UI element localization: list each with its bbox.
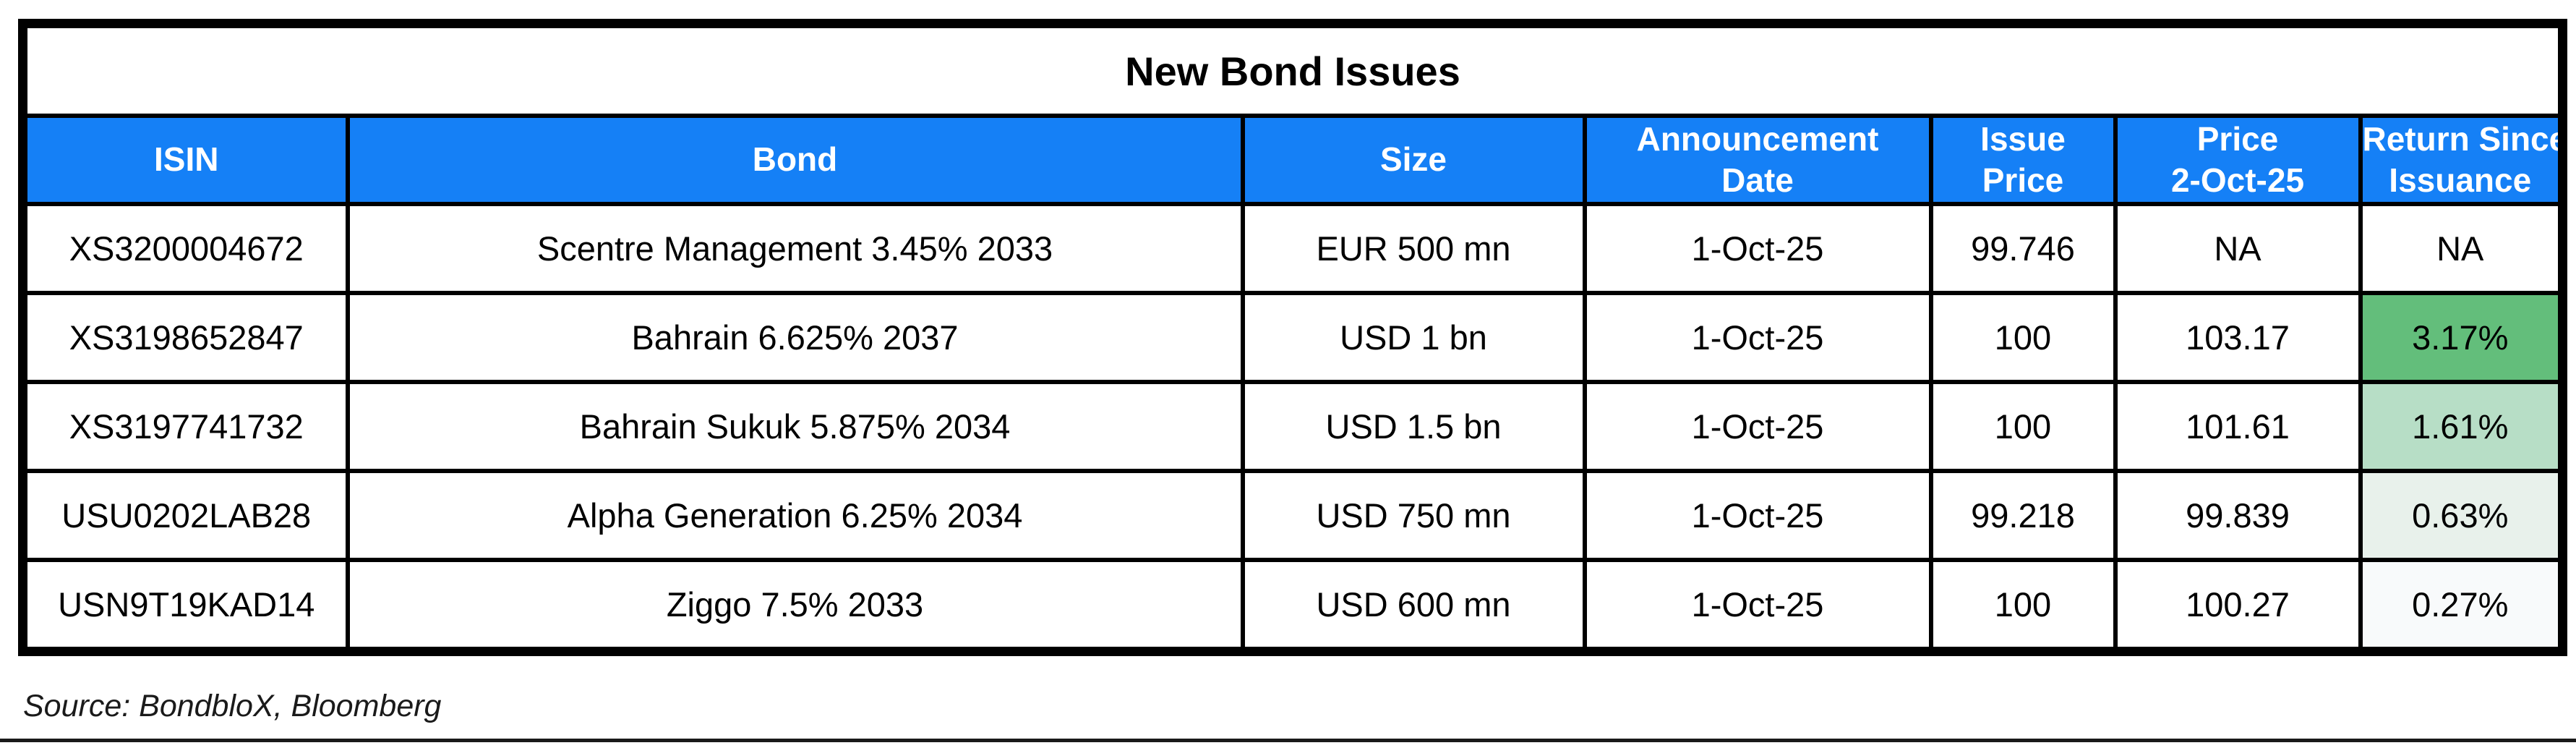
- column-header-price-2-oct-25: Price 2-Oct-25: [2113, 114, 2363, 206]
- column-header-issue-price: Issue Price: [1928, 114, 2118, 206]
- column-header-return-since-issuance: Return Since Issuance: [2358, 114, 2565, 206]
- cell-return-since-issuance: 1.61%: [2358, 380, 2565, 473]
- cell-isin: USN9T19KAD14: [20, 558, 350, 654]
- cell-price-2-oct-25: 99.839: [2113, 469, 2363, 562]
- column-header-announcement-date: Announcement Date: [1582, 114, 1933, 206]
- table-row: USU0202LAB28 Alpha Generation 6.25% 2034…: [20, 469, 2565, 562]
- cell-bond: Scentre Management 3.45% 2033: [345, 202, 1245, 295]
- cell-size: USD 750 mn: [1240, 469, 1587, 562]
- cell-bond: Alpha Generation 6.25% 2034: [345, 469, 1245, 562]
- cell-announcement-date: 1-Oct-25: [1582, 291, 1933, 384]
- cell-bond: Bahrain 6.625% 2037: [345, 291, 1245, 384]
- cell-isin: XS3200004672: [20, 202, 350, 295]
- cell-bond: Bahrain Sukuk 5.875% 2034: [345, 380, 1245, 473]
- bottom-divider-line: [0, 739, 2576, 742]
- table-row: XS3197741732 Bahrain Sukuk 5.875% 2034 U…: [20, 380, 2565, 473]
- table-row: XS3200004672 Scentre Management 3.45% 20…: [20, 202, 2565, 295]
- header-row: ISIN Bond Size Announcement Date Issue P…: [20, 114, 2565, 206]
- cell-return-since-issuance: NA: [2358, 202, 2565, 295]
- cell-return-since-issuance: 0.63%: [2358, 469, 2565, 562]
- cell-announcement-date: 1-Oct-25: [1582, 469, 1933, 562]
- column-header-isin: ISIN: [20, 114, 350, 206]
- cell-isin: USU0202LAB28: [20, 469, 350, 562]
- cell-size: USD 1 bn: [1240, 291, 1587, 384]
- column-header-bond: Bond: [345, 114, 1245, 206]
- cell-size: EUR 500 mn: [1240, 202, 1587, 295]
- source-note: Source: BondbloX, Bloomberg: [23, 689, 442, 723]
- title-row: New Bond Issues: [20, 21, 2565, 118]
- column-header-label: Announcement: [1636, 119, 1879, 158]
- cell-issue-price: 100: [1928, 380, 2118, 473]
- cell-size: USD 1.5 bn: [1240, 380, 1587, 473]
- column-header-size: Size: [1240, 114, 1587, 206]
- column-header-label: Issuance: [2389, 161, 2532, 199]
- table-row: XS3198652847 Bahrain 6.625% 2037 USD 1 b…: [20, 291, 2565, 384]
- cell-return-since-issuance: 0.27%: [2358, 558, 2565, 654]
- cell-announcement-date: 1-Oct-25: [1582, 202, 1933, 295]
- cell-size: USD 600 mn: [1240, 558, 1587, 654]
- table-row: USN9T19KAD14 Ziggo 7.5% 2033 USD 600 mn …: [20, 558, 2565, 654]
- cell-price-2-oct-25: 101.61: [2113, 380, 2363, 473]
- cell-isin: XS3197741732: [20, 380, 350, 473]
- cell-issue-price: 100: [1928, 558, 2118, 654]
- column-header-label: Return Since: [2362, 119, 2563, 158]
- cell-issue-price: 99.218: [1928, 469, 2118, 562]
- column-header-label: Size: [1379, 140, 1447, 179]
- cell-price-2-oct-25: 103.17: [2113, 291, 2363, 384]
- new-bond-issues-table: New Bond Issues ISIN Bond Size Announcem…: [18, 19, 2568, 656]
- column-header-label: Bond: [752, 140, 838, 179]
- cell-announcement-date: 1-Oct-25: [1582, 380, 1933, 473]
- cell-issue-price: 100: [1928, 291, 2118, 384]
- cell-bond: Ziggo 7.5% 2033: [345, 558, 1245, 654]
- cell-isin: XS3198652847: [20, 291, 350, 384]
- table-title: New Bond Issues: [20, 21, 2565, 118]
- column-header-label: Price: [2196, 119, 2279, 158]
- column-header-label: Issue: [1980, 119, 2066, 158]
- cell-price-2-oct-25: 100.27: [2113, 558, 2363, 654]
- cell-issue-price: 99.746: [1928, 202, 2118, 295]
- cell-price-2-oct-25: NA: [2113, 202, 2363, 295]
- cell-announcement-date: 1-Oct-25: [1582, 558, 1933, 654]
- column-header-label: 2-Oct-25: [2170, 161, 2305, 199]
- column-header-label: Date: [1721, 161, 1794, 199]
- column-header-label: ISIN: [154, 140, 219, 179]
- column-header-label: Price: [1982, 161, 2064, 199]
- cell-return-since-issuance: 3.17%: [2358, 291, 2565, 384]
